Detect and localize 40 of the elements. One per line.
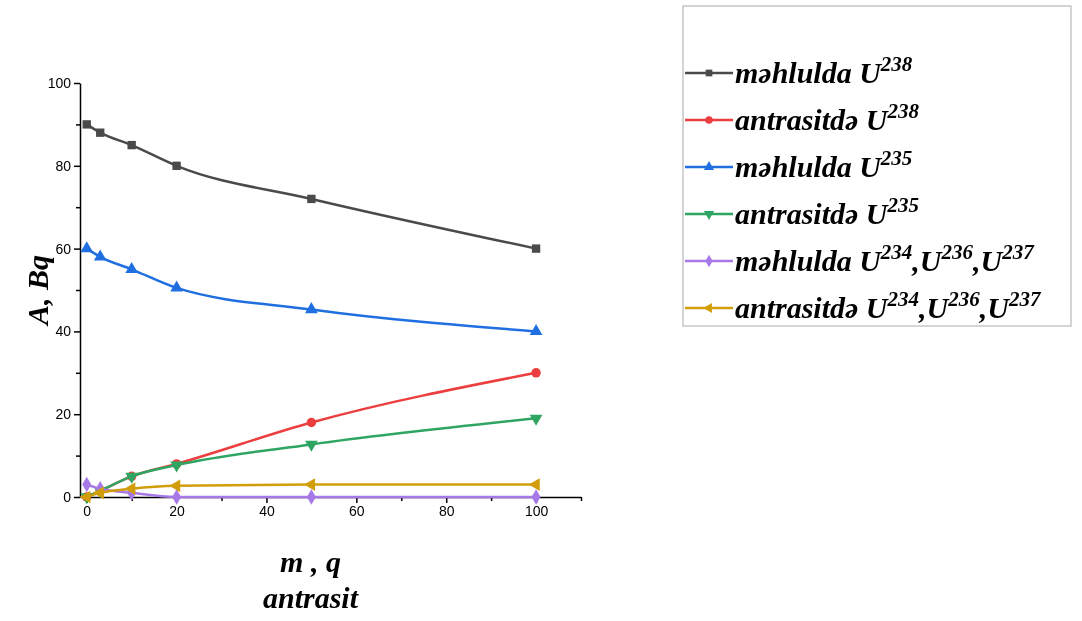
point [306, 417, 317, 428]
point [125, 261, 139, 273]
point [170, 280, 183, 292]
legend-label: antrasitdə U$^{234}$,U$^{236}$,U$^{237}$ [735, 287, 1042, 324]
y-tick-label: 80 [55, 157, 72, 174]
legend-label: məhlulda U$^{238}$ [735, 52, 913, 89]
point [307, 194, 316, 204]
point [531, 368, 541, 378]
legend-label: məhlulda U$^{235}$ [735, 146, 913, 183]
y-tick-label: 60 [55, 240, 72, 257]
point [93, 249, 107, 261]
x-tick-label: 60 [349, 502, 365, 519]
x-tick-label: 80 [438, 502, 455, 519]
point [82, 120, 91, 129]
point [124, 482, 136, 496]
x-tick-label: 100 [524, 502, 549, 519]
point [170, 461, 183, 473]
y-axis-title: A, Bq [21, 254, 54, 328]
y-tick-label: 40 [55, 323, 72, 340]
y-tick-label: 100 [47, 74, 72, 91]
point [531, 244, 541, 253]
point [305, 440, 318, 452]
legend-label: antrasitdə U$^{235}$ [735, 193, 920, 230]
point [304, 478, 316, 491]
x-tick-label: 20 [169, 502, 186, 519]
legend-label: məhlulda U$^{234}$,U$^{236}$,U$^{237}$ [735, 240, 1036, 277]
legend-label: antrasitdə U$^{238}$ [735, 99, 920, 136]
point [169, 479, 181, 493]
point [80, 241, 94, 253]
x-axis-title: m , q antrasit [262, 545, 360, 614]
x-tick-label: 40 [259, 502, 275, 519]
point [172, 161, 181, 170]
point [529, 324, 543, 336]
x-tick-label: 0 [83, 502, 92, 519]
y-tick-label: 0 [63, 488, 72, 505]
point [305, 302, 318, 314]
point [127, 140, 136, 150]
point [96, 128, 105, 137]
y-tick-label: 20 [55, 406, 72, 423]
point [529, 414, 543, 426]
